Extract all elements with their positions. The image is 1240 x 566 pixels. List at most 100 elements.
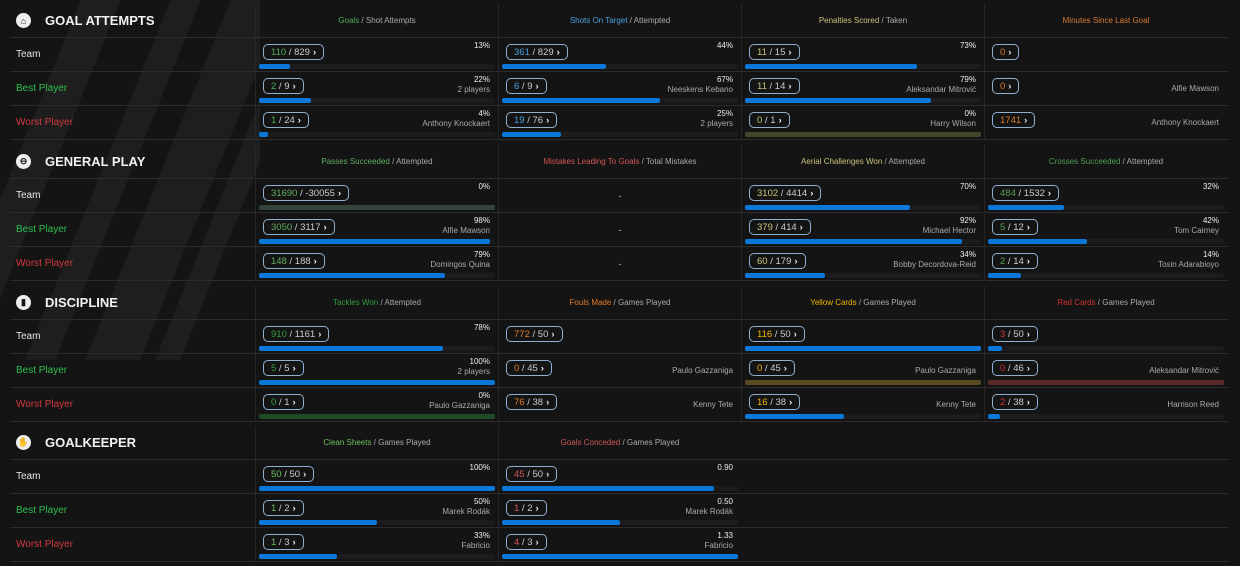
- stat-denominator: 38: [1013, 397, 1024, 408]
- column-header: Tackles Won / Attempted: [255, 285, 498, 320]
- section-goalkeeper: ✋ GOALKEEPER Clean Sheets / Games Played Go…: [10, 425, 1228, 562]
- stat-value-button[interactable]: 0 / 1 ›: [263, 394, 304, 410]
- row-team: Team 50 / 50 › 100% 45 / 50 › 0.90: [10, 460, 1228, 494]
- stat-value-button[interactable]: 0 / 45 ›: [749, 360, 795, 376]
- stat-value-button[interactable]: 1741 ›: [992, 112, 1036, 128]
- stat-value-button[interactable]: 0 ›: [992, 78, 1020, 94]
- column-header: Minutes Since Last Goal: [984, 3, 1227, 38]
- stat-numerator: 11: [757, 81, 767, 92]
- chevron-right-icon: ›: [1026, 397, 1030, 408]
- chevron-right-icon: ›: [292, 397, 296, 408]
- chevron-right-icon: ›: [1008, 47, 1012, 58]
- stat-denominator: 50: [289, 469, 301, 480]
- stat-percentage: 100%: [469, 357, 490, 366]
- progress-fill: [259, 554, 337, 559]
- column-header-accent: Tackles Won: [333, 297, 379, 307]
- progress-fill: [988, 273, 1022, 278]
- row-worst-player: Worst Player 1 / 24 › 4% Anthony Knockaert 19…: [10, 106, 1228, 140]
- stat-numerator: 0: [514, 363, 520, 374]
- stat-numerator: 4: [514, 537, 520, 548]
- row-label: Team: [16, 471, 41, 482]
- stat-numerator: 16: [757, 397, 768, 408]
- column-header-accent: Crosses Succeeded: [1048, 156, 1121, 166]
- row-label: Team: [16, 331, 41, 342]
- player-name: Anthony Knockaert: [1151, 118, 1219, 127]
- stat-value-button[interactable]: 60 / 179 ›: [749, 253, 806, 269]
- stat-value-button[interactable]: 45 / 50 ›: [506, 466, 558, 482]
- progress-fill: [745, 346, 981, 351]
- progress-bar: [502, 520, 738, 525]
- stat-value-button[interactable]: 6 / 9 ›: [506, 78, 547, 94]
- stat-value-button[interactable]: 31690 / -30055 ›: [263, 185, 350, 201]
- column-header-rest: / Taken: [879, 15, 908, 25]
- stat-value-button[interactable]: 11 / 14 ›: [749, 78, 800, 94]
- column-header-accent: Aerial Challenges Won: [801, 156, 883, 166]
- column-header-accent: Passes Succeeded: [321, 156, 390, 166]
- stat-value-button[interactable]: 2 / 14 ›: [992, 253, 1038, 269]
- chevron-right-icon: ›: [546, 115, 550, 126]
- stat-value-button[interactable]: 2 / 38 ›: [992, 394, 1038, 410]
- stat-value-button[interactable]: 19 / 76 ›: [506, 112, 558, 128]
- chevron-right-icon: ›: [312, 47, 317, 58]
- stat-denominator: 9: [284, 81, 290, 92]
- column-header-accent: Minutes Since Last Goal: [1062, 15, 1150, 25]
- stat-value-button[interactable]: 5 / 12 ›: [992, 219, 1038, 235]
- stat-value-button[interactable]: 0 / 46 ›: [992, 360, 1038, 376]
- stat-denominator: 15: [774, 47, 786, 58]
- empty-value: -: [618, 191, 622, 201]
- stat-cell: 4 / 3 › 1.33 Fabricio: [498, 528, 741, 561]
- stat-denominator: 1161: [294, 329, 316, 340]
- stat-value-button[interactable]: 3 / 50 ›: [992, 326, 1038, 342]
- stat-value-button[interactable]: 1 / 2 ›: [506, 500, 547, 516]
- progress-bar: [988, 205, 1224, 210]
- stat-percentage: 0%: [478, 391, 490, 400]
- stat-value-button[interactable]: 1 / 3 ›: [263, 534, 304, 550]
- stat-value-button[interactable]: 110 / 829 ›: [263, 44, 325, 60]
- stat-value-button[interactable]: 3050 / 3117 ›: [263, 219, 335, 235]
- row-worst-player: Worst Player 148 / 188 › 79% Domingos Quina -…: [10, 247, 1228, 281]
- stat-value-button[interactable]: 1 / 24 ›: [263, 112, 309, 128]
- section-title: GOALKEEPER: [45, 435, 137, 450]
- stat-value-button[interactable]: 0 ›: [992, 44, 1020, 60]
- stat-value-button[interactable]: 50 / 50 ›: [263, 466, 315, 482]
- stat-value-button[interactable]: 910 / 1161 ›: [263, 326, 330, 342]
- section-header: ▮ DISCIPLINE Tackles Won / Attempted Fouls …: [10, 285, 1228, 320]
- stat-denominator: 46: [1013, 363, 1024, 374]
- stat-denominator: 5: [284, 363, 290, 374]
- stat-value-button[interactable]: 16 / 38 ›: [749, 394, 801, 410]
- stat-value-button[interactable]: 0 / 45 ›: [506, 360, 552, 376]
- stat-numerator: 0: [271, 397, 277, 408]
- column-header-rest: / Games Played: [620, 437, 680, 447]
- stat-value-button[interactable]: 0 / 1 ›: [749, 112, 790, 128]
- stat-numerator: 1741: [1000, 115, 1022, 126]
- stat-value-button[interactable]: 3102 / 4414 ›: [749, 185, 822, 201]
- progress-fill: [745, 205, 911, 210]
- stat-value-button[interactable]: 2 / 9 ›: [263, 78, 304, 94]
- stat-percentage: 98%: [473, 216, 490, 225]
- stat-cell: 76 / 38 › Kenny Tete: [498, 388, 741, 421]
- chevron-right-icon: ›: [337, 188, 342, 199]
- progress-fill: [259, 486, 495, 491]
- stat-value-button[interactable]: 4 / 3 ›: [506, 534, 547, 550]
- stat-value-button[interactable]: 361 / 829 ›: [506, 44, 568, 60]
- progress-bar: [259, 273, 495, 278]
- chevron-right-icon: ›: [1026, 222, 1030, 233]
- stat-value-button[interactable]: 116 / 50 ›: [749, 326, 805, 342]
- stat-cell: 2 / 9 › 22% 2 players: [255, 72, 498, 105]
- row-label: Best Player: [16, 365, 68, 376]
- stat-value-button[interactable]: 76 / 38 ›: [506, 394, 558, 410]
- stat-value-button[interactable]: 379 / 414 ›: [749, 219, 811, 235]
- stat-value-button[interactable]: 484 / 1532 ›: [992, 185, 1060, 201]
- progress-bar: [502, 554, 738, 559]
- row-best-player: Best Player 2 / 9 › 22% 2 players 6 / 9 › 67% Ne…: [10, 72, 1228, 106]
- stat-value-button[interactable]: 772 / 50 ›: [506, 326, 563, 342]
- stat-value-button[interactable]: 148 / 188 ›: [263, 253, 325, 269]
- stat-value-button[interactable]: 11 / 15 ›: [749, 44, 800, 60]
- stat-value-button[interactable]: 1 / 2 ›: [263, 500, 304, 516]
- section-title-wrap: ▮ DISCIPLINE: [10, 295, 255, 310]
- stat-denominator: -30055: [305, 188, 335, 199]
- player-name: 2 players: [457, 85, 490, 94]
- stat-value-button[interactable]: 5 / 5 ›: [263, 360, 304, 376]
- chevron-right-icon: ›: [546, 469, 550, 480]
- column-header-accent: Mistakes Leading To Goals: [543, 156, 640, 166]
